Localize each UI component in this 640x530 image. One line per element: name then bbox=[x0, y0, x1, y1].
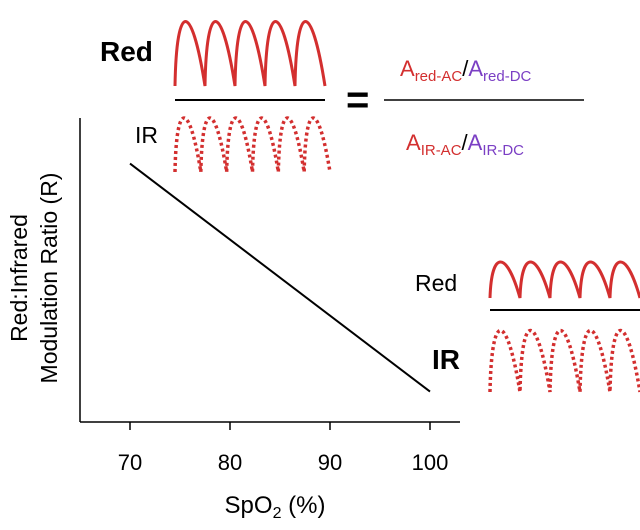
red-dc-term: Ared-DC bbox=[468, 56, 532, 85]
ir-dc-term: AIR-DC bbox=[467, 130, 525, 159]
red-label-right: Red bbox=[415, 270, 458, 296]
red-waveform-top bbox=[173, 20, 327, 87]
ir-label-top: IR bbox=[135, 122, 158, 148]
ir-label-right: IR bbox=[432, 344, 460, 375]
y-axis-label: Red:Infrared Modulation Ratio (R) bbox=[4, 173, 64, 384]
red-label-top: Red bbox=[100, 36, 153, 67]
ir-waveform-right bbox=[488, 328, 640, 393]
x-tick-label: 90 bbox=[317, 450, 343, 475]
equals-sign: = bbox=[346, 78, 370, 122]
modulation-ratio-line bbox=[129, 162, 431, 393]
ir-ac-term: AIR-AC bbox=[406, 130, 462, 159]
y-axis-label-line2: Modulation Ratio (R) bbox=[36, 172, 62, 384]
formula-denominator: AIR-AC/AIR-DC bbox=[406, 130, 525, 159]
red-ac-term: Ared-AC bbox=[400, 56, 463, 85]
x-tick-label: 70 bbox=[117, 450, 143, 475]
x-tick-label: 80 bbox=[217, 450, 243, 475]
red-waveform-right bbox=[488, 260, 640, 299]
formula-numerator: Ared-AC/Ared-DC bbox=[400, 56, 532, 85]
x-tick-label: 100 bbox=[411, 450, 449, 475]
y-axis-label-line1: Red:Infrared bbox=[6, 214, 32, 342]
numerator-slash: / bbox=[462, 56, 469, 81]
denominator-slash: / bbox=[461, 130, 468, 155]
x-axis-label: SpO2 (%) bbox=[224, 492, 326, 522]
ir-waveform-top bbox=[173, 116, 332, 173]
